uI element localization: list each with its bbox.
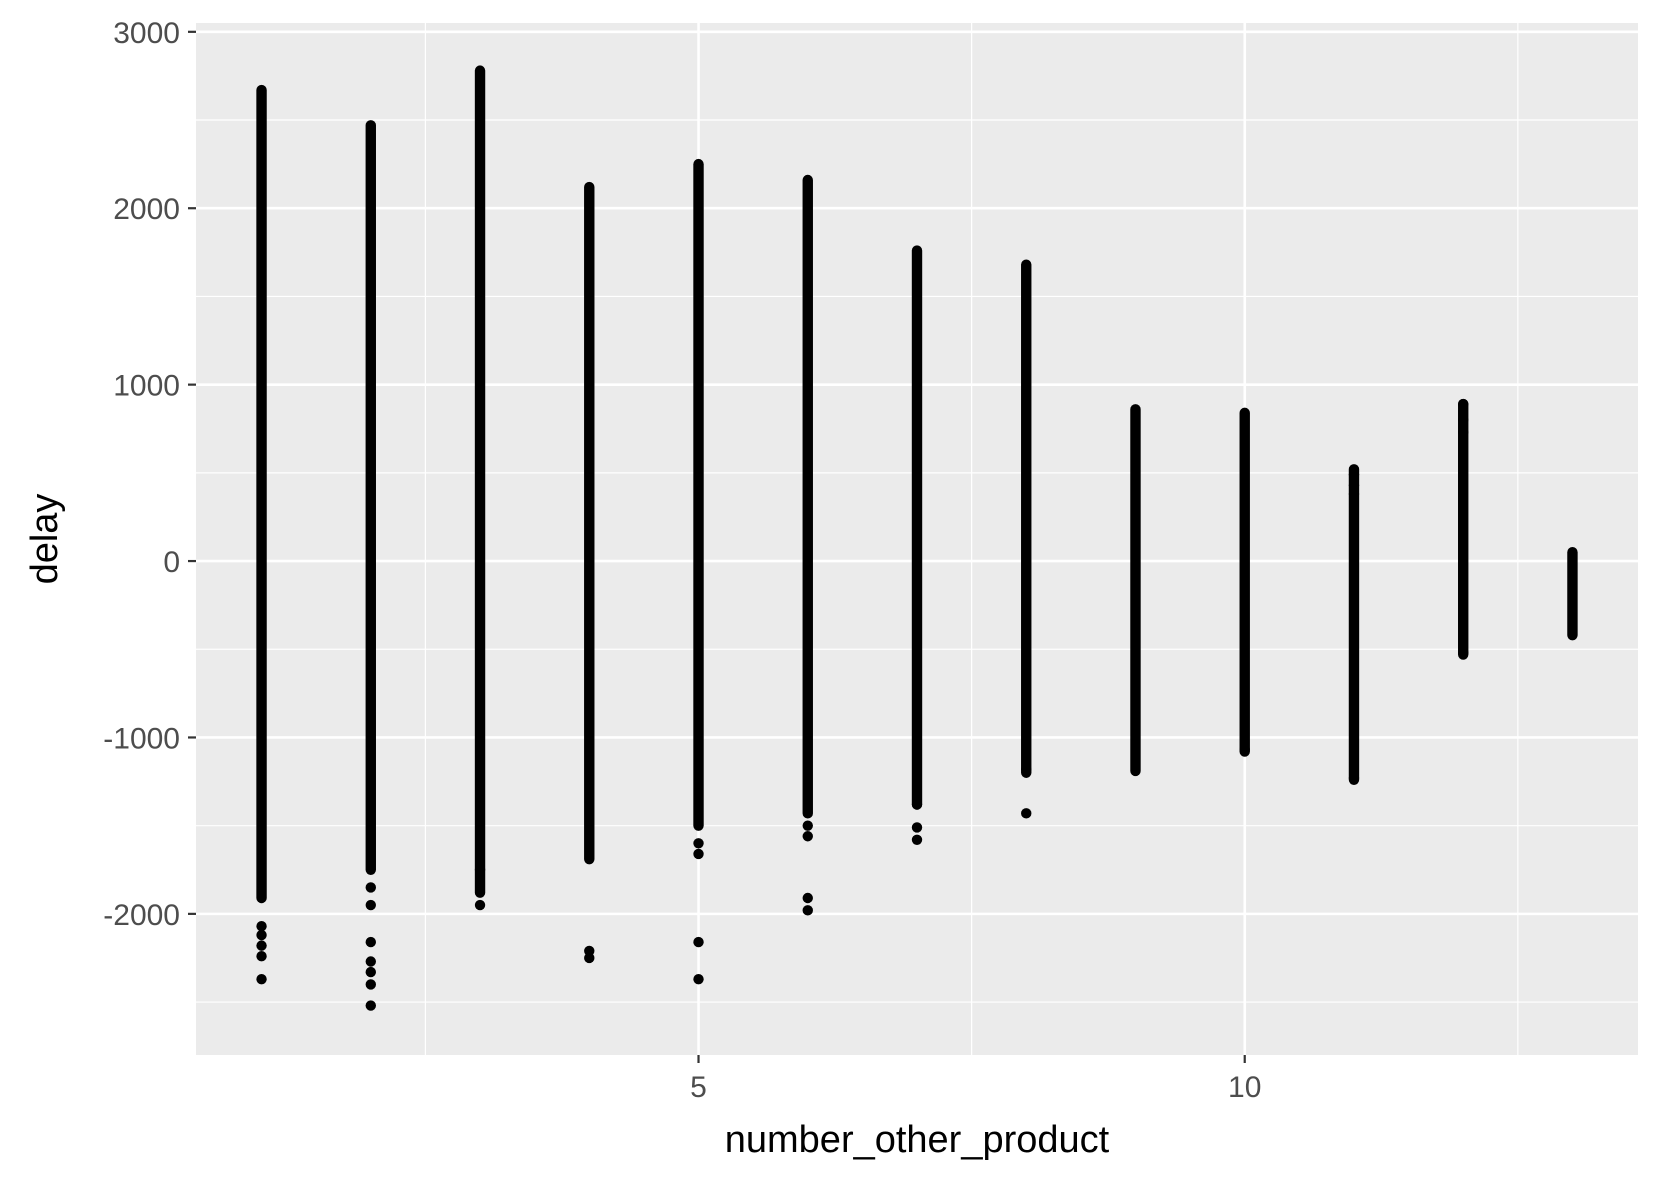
x-axis-title: number_other_product	[725, 1119, 1110, 1161]
data-point	[1458, 647, 1469, 658]
y-tick-label: 0	[163, 546, 180, 579]
point-column	[256, 84, 267, 904]
x-tick-label: 10	[1228, 1071, 1261, 1104]
data-point	[365, 936, 376, 948]
data-point	[802, 905, 813, 916]
y-tick-label: -1000	[103, 722, 180, 755]
y-tick-label: 2000	[113, 193, 180, 226]
data-point	[1021, 764, 1032, 775]
data-point	[365, 882, 376, 893]
data-point	[474, 864, 486, 875]
data-point	[802, 820, 813, 831]
data-point	[365, 966, 376, 978]
point-column	[584, 181, 595, 865]
point-column	[1130, 404, 1141, 777]
point-column	[365, 120, 376, 875]
data-point	[365, 956, 376, 967]
point-column	[1567, 547, 1578, 641]
y-axis: 3000 2000 1000 0 -1000 -2000	[103, 17, 196, 932]
data-point	[474, 899, 486, 911]
y-axis-title: delay	[24, 494, 66, 585]
data-point	[1348, 772, 1360, 784]
data-point	[256, 973, 267, 985]
data-point	[911, 822, 923, 833]
data-point	[802, 831, 813, 842]
data-point	[1348, 488, 1360, 500]
data-point	[256, 940, 267, 951]
data-point	[1021, 808, 1032, 819]
data-point	[802, 892, 813, 904]
data-point	[911, 834, 923, 845]
point-column	[1021, 259, 1032, 778]
x-axis: 5 10	[690, 1055, 1261, 1104]
data-point	[1458, 414, 1469, 426]
data-point	[365, 979, 376, 990]
data-point	[1348, 469, 1360, 480]
data-point	[365, 1000, 376, 1011]
data-point	[1348, 479, 1360, 491]
point-column	[911, 245, 923, 810]
y-tick-label: -2000	[103, 899, 180, 932]
point-column	[802, 174, 813, 819]
point-column	[474, 65, 486, 898]
point-column	[1239, 407, 1250, 757]
data-point	[256, 951, 267, 962]
point-column	[693, 158, 704, 831]
data-point	[911, 799, 923, 810]
data-point	[693, 838, 704, 849]
data-point	[584, 952, 595, 964]
data-point	[1458, 427, 1469, 438]
y-tick-label: 3000	[113, 17, 180, 50]
data-point	[365, 899, 376, 911]
data-point	[1458, 398, 1469, 410]
x-tick-label: 5	[690, 1071, 707, 1104]
point-column	[1348, 464, 1360, 785]
data-point	[693, 973, 704, 985]
y-tick-label: 1000	[113, 370, 180, 403]
data-points	[256, 65, 1578, 1011]
data-point	[693, 848, 704, 860]
data-point	[1239, 744, 1250, 756]
point-column	[1458, 398, 1469, 660]
data-point	[693, 936, 704, 948]
data-point	[256, 921, 267, 932]
data-point	[256, 929, 267, 941]
